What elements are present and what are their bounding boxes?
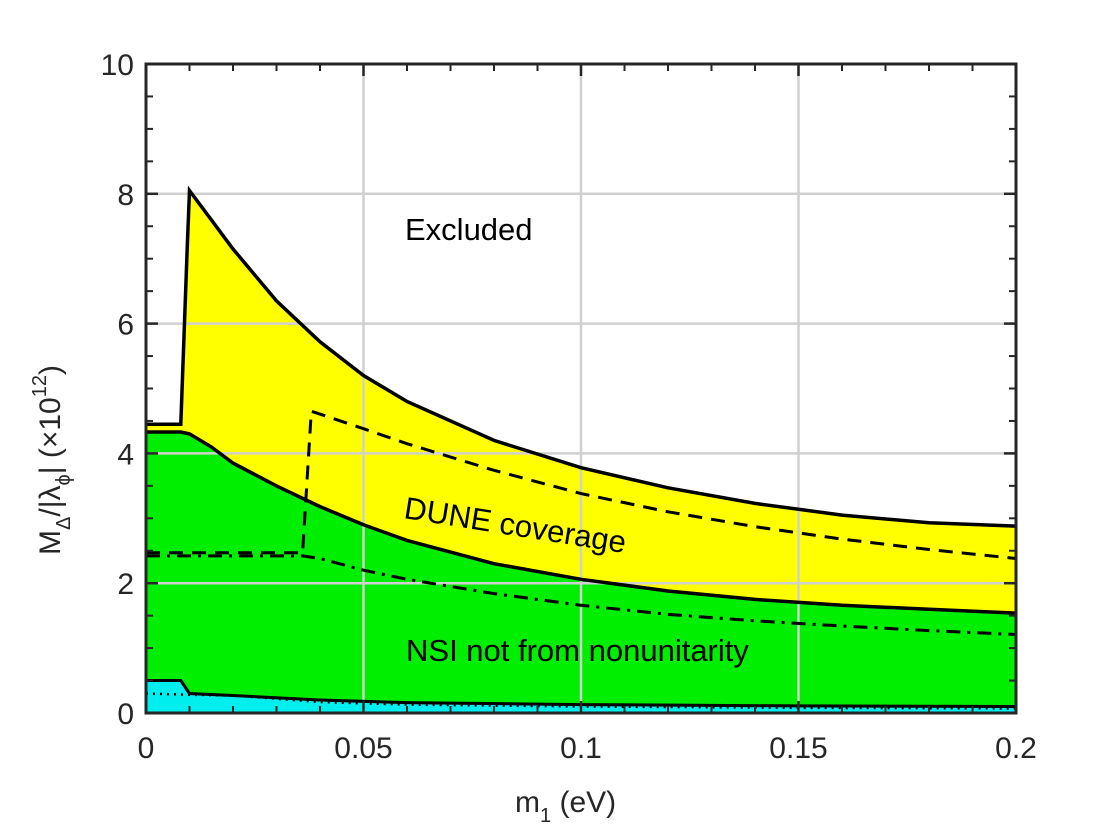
x-tick-labels: 0 0.05 0.1 0.15 0.2 xyxy=(138,732,1037,765)
x-tick-label: 0.2 xyxy=(995,732,1037,765)
y-tick-label: 4 xyxy=(117,438,134,471)
y-tick-label: 10 xyxy=(101,49,134,82)
y-tick-label: 0 xyxy=(117,698,134,731)
series-dash-dot-line xyxy=(146,554,1017,636)
y-tick-label: 2 xyxy=(117,568,134,601)
series-cyan-top-line xyxy=(146,679,1017,708)
series-upper-bound-line xyxy=(146,185,1017,528)
label-nsi: NSI not from nonunitarity xyxy=(406,633,749,668)
y-axis-title: MΔ/|λϕ| (×1012) xyxy=(29,365,75,555)
axes-box xyxy=(144,62,1018,715)
x-tick-label: 0 xyxy=(138,732,155,765)
y-tick-label: 6 xyxy=(117,309,134,342)
label-excluded: Excluded xyxy=(405,212,533,247)
series-middle-boundary-line xyxy=(146,430,1017,615)
x-tick-label: 0.15 xyxy=(769,732,827,765)
y-tick-label: 8 xyxy=(117,179,134,212)
y-tick-labels: 0 2 4 6 8 10 xyxy=(101,49,134,731)
x-tick-label: 0.1 xyxy=(560,732,602,765)
series-dashed-line xyxy=(146,409,1017,560)
x-tick-label: 0.05 xyxy=(334,732,392,765)
x-axis-title: m1 (eV) xyxy=(515,786,616,827)
